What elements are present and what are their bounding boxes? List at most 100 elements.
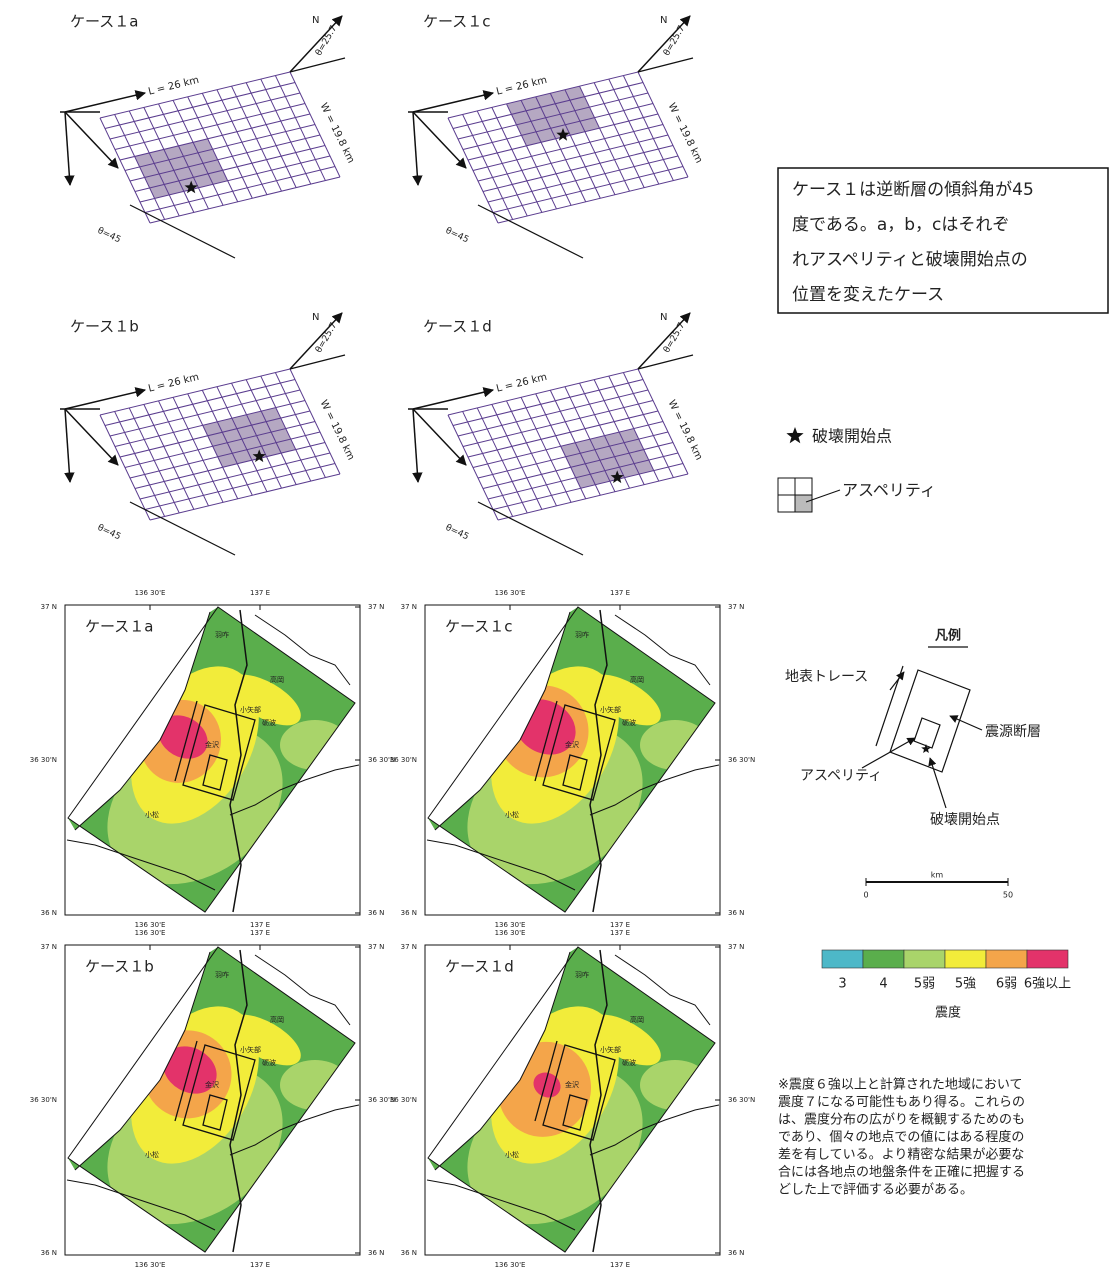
legend-star bbox=[786, 427, 803, 443]
legend-fault: 震源断層 bbox=[985, 724, 1041, 740]
legend-trace: 地表トレース bbox=[785, 669, 868, 685]
dip-label: θ=45 bbox=[96, 523, 122, 542]
page: ケース１aL = 26 kmW = 19.8 kmNθ=25.7θ=45ケース１… bbox=[0, 0, 1118, 1278]
dip-label: θ=45 bbox=[96, 226, 122, 245]
place-name: 砺波 bbox=[262, 1058, 276, 1067]
scale-max: 50 bbox=[1003, 891, 1013, 900]
lat-label: 36 N bbox=[728, 909, 744, 917]
map-case-label: ケース１b bbox=[85, 958, 154, 976]
axis-arrow bbox=[65, 112, 70, 185]
lon-label: 137 E bbox=[610, 589, 630, 597]
map-panel: 羽咋高岡小矢部砺波金沢小松ケース１d136 30'E136 30'E137 E1… bbox=[390, 929, 755, 1269]
axis-arrow bbox=[65, 409, 70, 482]
color-swatch bbox=[904, 950, 945, 968]
place-name: 小松 bbox=[505, 810, 519, 819]
figure: ケース１aL = 26 kmW = 19.8 kmNθ=25.7θ=45ケース１… bbox=[0, 0, 1118, 1278]
description-line: れアスペリティと破壊開始点の bbox=[792, 250, 1028, 270]
scale-label: 3 bbox=[838, 977, 846, 992]
place-name: 砺波 bbox=[622, 1058, 636, 1067]
map-case-label: ケース１c bbox=[445, 618, 513, 636]
lat-label: 36 30'N bbox=[30, 756, 57, 764]
north-label: N bbox=[660, 312, 667, 323]
place-name: 小矢部 bbox=[600, 1045, 621, 1054]
dip-line bbox=[130, 502, 235, 555]
place-name: 金沢 bbox=[205, 1080, 219, 1089]
lon-label: 136 30'E bbox=[135, 929, 166, 937]
scale-label: 4 bbox=[879, 977, 887, 992]
lat-label: 36 30'N bbox=[390, 1096, 417, 1104]
lat-label: 36 30'N bbox=[30, 1096, 57, 1104]
dip-label: θ=45 bbox=[444, 523, 470, 542]
place-name: 砺波 bbox=[262, 718, 276, 727]
lon-label: 137 E bbox=[250, 929, 270, 937]
scale-min: 0 bbox=[863, 891, 868, 900]
scale-title: 震度 bbox=[935, 1005, 961, 1021]
lat-label: 37 N bbox=[728, 943, 744, 951]
place-name: 金沢 bbox=[565, 1080, 579, 1089]
place-name: 小矢部 bbox=[240, 1045, 261, 1054]
place-name: 金沢 bbox=[205, 740, 219, 749]
color-swatch bbox=[1027, 950, 1068, 968]
legend-title: 凡例 bbox=[935, 628, 961, 644]
map-case-label: ケース１a bbox=[85, 618, 153, 636]
width-label: W = 19.8 km bbox=[666, 398, 705, 462]
scale-label: 5強 bbox=[955, 977, 976, 992]
axis-arrow bbox=[413, 112, 418, 185]
width-label: W = 19.8 km bbox=[318, 101, 357, 165]
lat-label: 36 N bbox=[41, 1249, 57, 1257]
case-label: ケース１b bbox=[70, 318, 139, 336]
lon-label: 137 E bbox=[250, 921, 270, 929]
place-name: 高岡 bbox=[630, 675, 644, 684]
lon-label: 136 30'E bbox=[135, 1261, 166, 1269]
note-line: であり、個々の地点での値にはある程度の bbox=[778, 1129, 1024, 1145]
lat-label: 36 N bbox=[401, 909, 417, 917]
note-line: 合には各地点の地盤条件を正確に把握する bbox=[778, 1164, 1025, 1180]
lon-label: 136 30'E bbox=[135, 921, 166, 929]
north-label: N bbox=[660, 15, 667, 26]
axis-arrow bbox=[413, 93, 493, 112]
dip-line bbox=[130, 205, 235, 258]
case-label: ケース１c bbox=[423, 13, 491, 31]
note-line: 震度７になる可能性もあり得る。これらの bbox=[778, 1094, 1025, 1110]
legend-asperity: アスペリティ bbox=[800, 768, 882, 784]
color-swatch bbox=[986, 950, 1027, 968]
lat-label: 37 N bbox=[368, 603, 384, 611]
lat-label: 36 30'N bbox=[728, 1096, 755, 1104]
lon-label: 137 E bbox=[610, 1261, 630, 1269]
description-line: 位置を変えたケース bbox=[792, 285, 944, 305]
lon-label: 136 30'E bbox=[495, 921, 526, 929]
length-label: L = 26 km bbox=[495, 372, 548, 395]
north-label: N bbox=[312, 15, 319, 26]
case-label: ケース１d bbox=[423, 318, 492, 336]
lat-label: 36 N bbox=[728, 1249, 744, 1257]
note-line: どした上で評価する必要がある。 bbox=[778, 1183, 973, 1198]
place-name: 小矢部 bbox=[600, 705, 621, 714]
place-name: 砺波 bbox=[622, 718, 636, 727]
description-line: ケース１は逆断層の傾斜角が45 bbox=[792, 180, 1034, 200]
axis-arrow bbox=[413, 409, 418, 482]
map-panel: 羽咋高岡小矢部砺波金沢小松ケース１a136 30'E136 30'E137 E1… bbox=[30, 589, 395, 929]
place-name: 高岡 bbox=[270, 675, 284, 684]
strike-line bbox=[638, 355, 693, 369]
length-label: L = 26 km bbox=[495, 75, 548, 98]
color-swatch bbox=[822, 950, 863, 968]
lat-label: 37 N bbox=[401, 603, 417, 611]
place-name: 小松 bbox=[145, 1150, 159, 1159]
legend-star bbox=[921, 744, 931, 753]
legend-hypocenter: 破壊開始点 bbox=[812, 427, 892, 446]
lon-label: 136 30'E bbox=[495, 589, 526, 597]
lat-label: 37 N bbox=[368, 943, 384, 951]
place-name: 高岡 bbox=[270, 1015, 284, 1024]
lat-label: 37 N bbox=[41, 603, 57, 611]
lat-label: 37 N bbox=[401, 943, 417, 951]
north-label: N bbox=[312, 312, 319, 323]
scale-label: 6弱 bbox=[996, 977, 1017, 992]
place-name: 羽咋 bbox=[215, 630, 229, 639]
lat-label: 36 N bbox=[401, 1249, 417, 1257]
description-line: 度である。a，b，cはそれぞ bbox=[792, 215, 1009, 235]
color-swatch bbox=[863, 950, 904, 968]
place-name: 金沢 bbox=[565, 740, 579, 749]
lat-label: 36 N bbox=[368, 1249, 384, 1257]
map-case-label: ケース１d bbox=[445, 958, 514, 976]
